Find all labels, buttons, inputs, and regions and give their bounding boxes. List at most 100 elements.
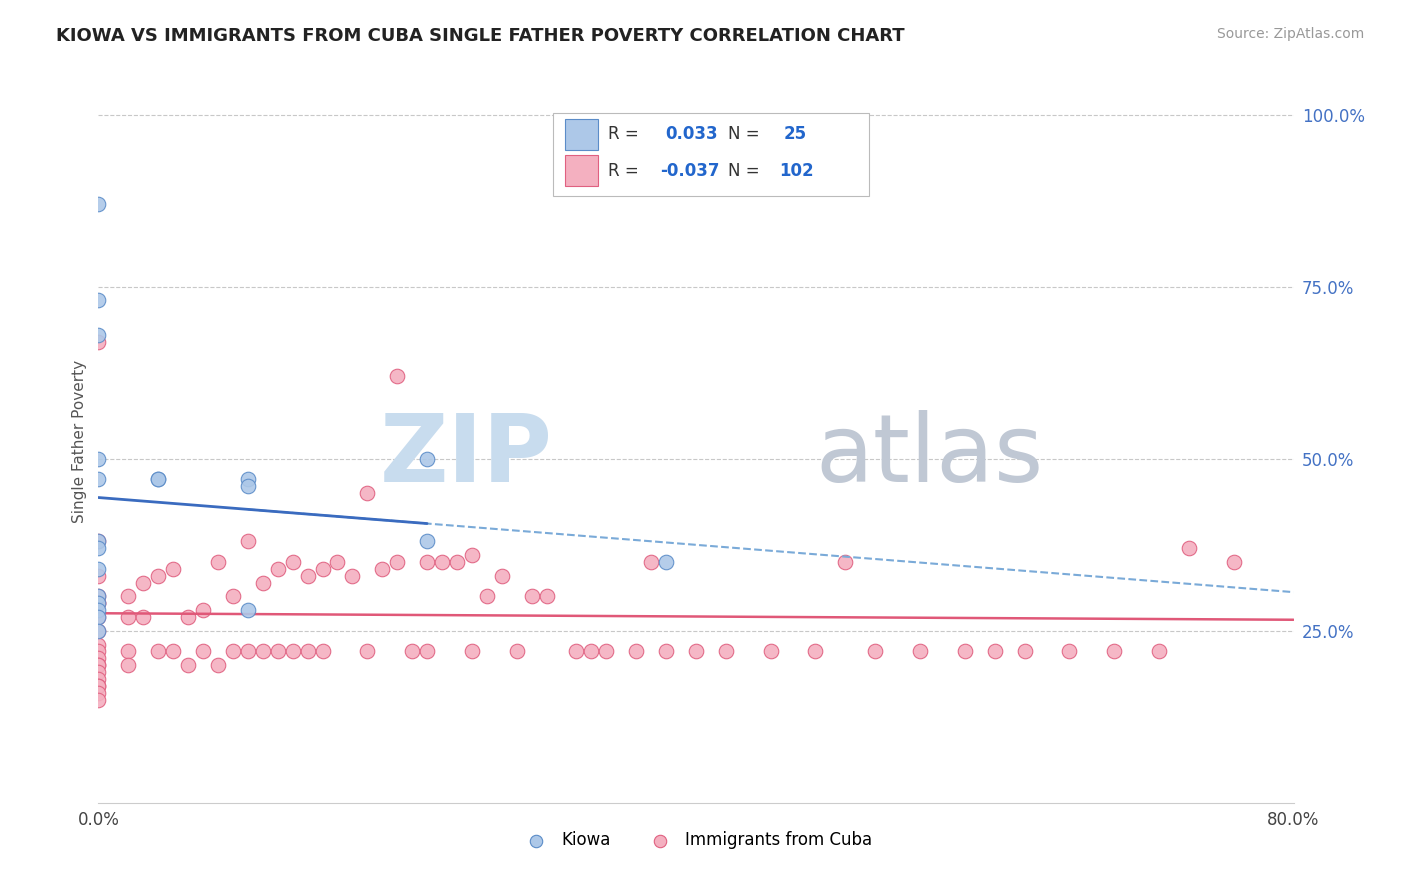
Point bbox=[87, 679, 110, 693]
Point bbox=[132, 610, 155, 624]
Point bbox=[506, 644, 529, 658]
Point bbox=[297, 568, 319, 582]
Point bbox=[356, 644, 378, 658]
Point bbox=[640, 555, 662, 569]
Y-axis label: Single Father Poverty: Single Father Poverty bbox=[72, 360, 87, 523]
Point bbox=[236, 534, 259, 549]
Text: atlas: atlas bbox=[815, 410, 1043, 502]
Point bbox=[162, 562, 184, 576]
Point bbox=[132, 575, 155, 590]
Point bbox=[416, 644, 439, 658]
Point bbox=[908, 644, 931, 658]
Point bbox=[87, 610, 110, 624]
Point bbox=[520, 590, 543, 604]
Point bbox=[655, 555, 678, 569]
Point bbox=[87, 534, 110, 549]
Point bbox=[207, 555, 229, 569]
Point bbox=[117, 644, 139, 658]
Text: R =: R = bbox=[607, 161, 638, 179]
Point bbox=[626, 644, 648, 658]
Point bbox=[565, 644, 588, 658]
Point bbox=[655, 644, 678, 658]
Point bbox=[581, 644, 603, 658]
Point bbox=[222, 644, 245, 658]
Point bbox=[148, 472, 170, 486]
Point bbox=[267, 562, 290, 576]
Point bbox=[87, 665, 110, 679]
Text: Source: ZipAtlas.com: Source: ZipAtlas.com bbox=[1216, 27, 1364, 41]
Point bbox=[371, 562, 394, 576]
Text: 102: 102 bbox=[780, 161, 814, 179]
Point bbox=[430, 555, 453, 569]
Point bbox=[162, 644, 184, 658]
Point bbox=[87, 658, 110, 673]
Point bbox=[87, 651, 110, 665]
Point bbox=[87, 624, 110, 638]
Text: R =: R = bbox=[607, 126, 638, 144]
Point bbox=[87, 327, 110, 342]
Point bbox=[267, 644, 290, 658]
Point bbox=[1014, 644, 1036, 658]
Point bbox=[385, 369, 409, 384]
Point bbox=[87, 596, 110, 610]
Point bbox=[416, 534, 439, 549]
Point bbox=[311, 644, 333, 658]
Point bbox=[416, 451, 439, 466]
Point bbox=[87, 451, 110, 466]
Text: 0.033: 0.033 bbox=[665, 126, 717, 144]
Point bbox=[177, 610, 200, 624]
Point bbox=[207, 658, 229, 673]
Text: -0.037: -0.037 bbox=[661, 161, 720, 179]
Point bbox=[1104, 644, 1126, 658]
Point bbox=[177, 658, 200, 673]
Point bbox=[297, 644, 319, 658]
Point bbox=[87, 596, 110, 610]
Point bbox=[475, 590, 498, 604]
Point bbox=[87, 596, 110, 610]
Point bbox=[87, 293, 110, 308]
Point bbox=[87, 334, 110, 349]
FancyBboxPatch shape bbox=[553, 112, 869, 196]
Point bbox=[1178, 541, 1201, 556]
Text: ZIP: ZIP bbox=[380, 410, 553, 502]
FancyBboxPatch shape bbox=[565, 155, 598, 186]
Point bbox=[87, 679, 110, 693]
Point bbox=[536, 590, 558, 604]
Point bbox=[148, 644, 170, 658]
Text: N =: N = bbox=[728, 126, 759, 144]
Point bbox=[148, 568, 170, 582]
Point bbox=[804, 644, 827, 658]
FancyBboxPatch shape bbox=[565, 120, 598, 150]
Point bbox=[87, 644, 110, 658]
Point bbox=[385, 555, 409, 569]
Point bbox=[714, 644, 737, 658]
Point bbox=[685, 644, 707, 658]
Point bbox=[87, 692, 110, 706]
Point bbox=[834, 555, 856, 569]
Point bbox=[281, 555, 304, 569]
Point bbox=[491, 568, 513, 582]
Point bbox=[87, 197, 110, 211]
Point bbox=[87, 672, 110, 686]
Point bbox=[87, 658, 110, 673]
Point bbox=[87, 472, 110, 486]
Point bbox=[236, 603, 259, 617]
Point bbox=[117, 658, 139, 673]
Point bbox=[191, 603, 214, 617]
Point bbox=[87, 534, 110, 549]
Point bbox=[252, 575, 274, 590]
Point bbox=[416, 555, 439, 569]
Point bbox=[252, 644, 274, 658]
Point bbox=[401, 644, 423, 658]
Point bbox=[117, 610, 139, 624]
Legend: Kiowa, Immigrants from Cuba: Kiowa, Immigrants from Cuba bbox=[513, 824, 879, 856]
Point bbox=[1223, 555, 1246, 569]
Text: 25: 25 bbox=[783, 126, 806, 144]
Point bbox=[446, 555, 468, 569]
Point bbox=[595, 644, 617, 658]
Point bbox=[281, 644, 304, 658]
Point bbox=[117, 590, 139, 604]
Point bbox=[326, 555, 349, 569]
Point bbox=[222, 590, 245, 604]
Point bbox=[87, 686, 110, 700]
